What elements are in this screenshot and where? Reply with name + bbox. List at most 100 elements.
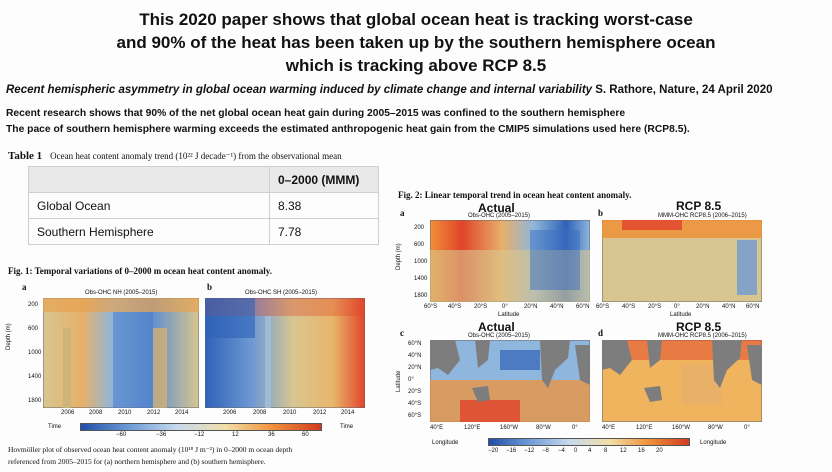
fig2-map-xtick-c: 0° — [572, 425, 578, 431]
fig2-colorbar — [488, 438, 690, 446]
fig1-cbar-tick: −60 — [116, 432, 127, 438]
fig2-map-xtick-d: 40°E — [602, 425, 616, 431]
fig1-panel-a-title: Obs-OHC NH (2005–2015) — [85, 290, 158, 296]
fig2-panel-c-label: Actual — [478, 320, 515, 334]
fig1-caption-line-2: referenced from 2005–2015 for (a) northe… — [8, 457, 266, 466]
fig2-lat-xlabel-a: Latitude — [498, 312, 520, 318]
fig1-cbar-tick: −36 — [156, 432, 167, 438]
fig2-panel-b-plot — [602, 220, 762, 302]
fig2-map-xtick-c: 40°E — [430, 425, 444, 431]
fig2-map-ytick: 60°S — [408, 413, 422, 419]
fig2-map-ytick: 40°N — [408, 353, 422, 359]
headline-line-2: and 90% of the heat has been taken up by… — [116, 33, 716, 52]
fig1-panel-b-letter: b — [207, 282, 213, 292]
fig2-panel-c-map — [430, 340, 590, 422]
fig2-lat-xtick-b: 0° — [674, 304, 680, 310]
fig1-xtick: 2006 — [223, 410, 237, 416]
fig2-map-xtick-c: 80°W — [536, 425, 551, 431]
table-column-header: 0–2000 (MMM) — [269, 166, 379, 193]
fig2-cbar-tick: 16 — [638, 448, 645, 454]
fig1-cbar-tick: −12 — [194, 432, 205, 438]
fig2-panel-d-label: RCP 8.5 — [676, 320, 722, 334]
fig2-lat-xtick-b: 40°S — [622, 304, 636, 310]
fig2-lat-label: Latitude — [396, 370, 402, 392]
fig2-map-ytick: 60°N — [408, 341, 422, 347]
fig1-xtick: 2014 — [341, 410, 355, 416]
fig1-xtick: 2012 — [313, 410, 327, 416]
fig2-map-ytick: 0° — [408, 377, 414, 383]
fig2-panel-d-letter: d — [598, 328, 604, 338]
table-cell-value: 7.78 — [269, 218, 379, 245]
fig1-cbar-tick: 12 — [232, 432, 239, 438]
fig2-panel-a-label: Actual — [478, 201, 515, 215]
headline-line-3: which is tracking above RCP 8.5 — [285, 56, 547, 75]
fig2-panel-b-letter: b — [598, 208, 604, 218]
table-caption-text: Ocean heat content anomaly trend (10²² J… — [50, 151, 342, 161]
fig2-lat-xtick-b: 60°S — [596, 304, 610, 310]
fig1-xtick: 2008 — [253, 410, 267, 416]
headline-line-1: This 2020 paper shows that global ocean … — [139, 10, 693, 29]
fig1-time-label-a: Time — [48, 424, 62, 430]
fig2-panel-c-title: Obs-OHC (2005–2015) — [468, 333, 531, 339]
table-label: Table 1 — [8, 150, 43, 162]
fig1-cbar-tick: 60 — [302, 432, 309, 438]
table-cell-value: 8.38 — [269, 192, 379, 219]
fig2-cbar-tick: −16 — [506, 448, 517, 454]
fig2-lat-xtick-a: 60°N — [576, 304, 590, 310]
fig1-title: Fig. 1: Temporal variations of 0–2000 m … — [8, 266, 272, 276]
paper-citation: Recent hemispheric asymmetry in global o… — [6, 84, 832, 96]
fig2-map-ytick: 20°S — [408, 389, 422, 395]
fig2-title: Fig. 2: Linear temporal trend in ocean h… — [398, 190, 632, 200]
fig2-panel-a-title: Obs-OHC (2005–2015) — [468, 213, 531, 219]
fig2-map-xtick-d: 0° — [744, 425, 750, 431]
fig1-xtick: 2008 — [89, 410, 103, 416]
fig2-cbar-tick: 8 — [604, 448, 608, 454]
fig2-lat-xlabel-b: Latitude — [670, 312, 692, 318]
table-row: Southern Hemisphere 7.78 — [28, 218, 379, 245]
table-cell-region: Global Ocean — [28, 192, 270, 219]
fig1-xtick: 2014 — [175, 410, 189, 416]
fig1-caption: Hovmöller plot of observed ocean heat co… — [8, 444, 378, 468]
table-header-blank — [28, 166, 270, 193]
fig2-depth-tick: 600 — [414, 242, 425, 248]
ohc-trend-table: 0–2000 (MMM) Global Ocean 8.38 Southern … — [28, 166, 379, 245]
fig2-depth-label: Depth (m) — [396, 243, 402, 270]
fig1-xtick: 2010 — [283, 410, 297, 416]
fig1-panel-a-plot — [43, 298, 199, 408]
fig2-panel-d-map — [602, 340, 762, 422]
fig1-xtick: 2012 — [147, 410, 161, 416]
fig2-map-xtick-d: 160°W — [672, 425, 691, 431]
fig1-colorbar — [80, 423, 322, 431]
fig2-depth-tick: 1000 — [414, 259, 428, 265]
fig2-lat-xtick-a: 40°N — [550, 304, 564, 310]
fig2-depth-tick: 1400 — [414, 276, 428, 282]
fig2-cbar-tick: −4 — [558, 448, 565, 454]
fig2-longitude-label-d: Longitude — [700, 440, 727, 446]
paper-title: Recent hemispheric asymmetry in global o… — [6, 84, 593, 96]
fig2-map-xtick-c: 160°W — [500, 425, 519, 431]
fig1-panel-a-letter: a — [22, 282, 27, 292]
fig2-cbar-tick: 12 — [620, 448, 627, 454]
fig2-lat-xtick-a: 40°S — [448, 304, 462, 310]
fig2-lat-xtick-a: 60°S — [424, 304, 438, 310]
fig2-cbar-tick: 0 — [574, 448, 578, 454]
fig1-xtick: 2010 — [118, 410, 132, 416]
fig1-cbar-tick: 36 — [268, 432, 275, 438]
fig2-lat-xtick-a: 20°N — [524, 304, 538, 310]
fig2-map-xtick-c: 120°E — [464, 425, 481, 431]
paper-author-source: S. Rathore, Nature, 24 April 2020 — [592, 84, 773, 96]
fig2-lat-xtick-b: 20°S — [648, 304, 662, 310]
fig2-depth-tick: 1800 — [414, 293, 428, 299]
fig2-cbar-tick: −20 — [488, 448, 499, 454]
fig1-ylabel: Depth (m) — [6, 323, 12, 350]
summary-line-2: The pace of southern hemisphere warming … — [6, 124, 690, 135]
fig2-longitude-label-c: Longitude — [432, 440, 459, 446]
fig2-cbar-tick: −8 — [542, 448, 549, 454]
fig1-time-label-b: Time — [340, 424, 354, 430]
fig2-panel-b-title: MMM-OHC RCP8.5 (2006–2015) — [658, 213, 747, 219]
fig2-map-ytick: 40°S — [408, 401, 422, 407]
table-cell-region: Southern Hemisphere — [28, 218, 270, 245]
fig2-lat-xtick-b: 20°N — [696, 304, 710, 310]
fig2-cbar-tick: −12 — [524, 448, 535, 454]
fig2-lat-xtick-a: 20°S — [474, 304, 488, 310]
